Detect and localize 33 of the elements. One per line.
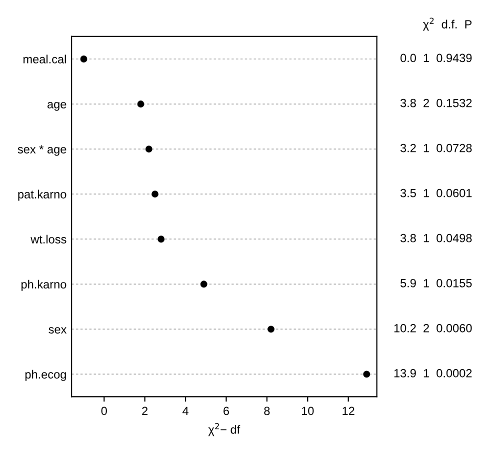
x-tick-label: 2 (142, 406, 148, 415)
text: 3.8 1 0.0498 (400, 234, 472, 242)
text: 3.2 1 0.0728 (400, 144, 472, 152)
point (363, 370, 370, 378)
x-tick-label: 6 (224, 406, 229, 416)
point (137, 100, 144, 108)
x-tick-label: 10 (302, 406, 314, 416)
point (80, 56, 88, 62)
y-tick-label: sex * age (18, 145, 66, 156)
x-tick-label: 12 (342, 406, 354, 415)
text: 10.2 2 0.0060 (394, 324, 472, 332)
y-tick-label: pat.karno (18, 190, 66, 201)
x-tick-label: 8 (264, 406, 270, 416)
text: 0.0 1 0.9439 (400, 54, 472, 62)
y-tick-label: ph.ecog (25, 370, 66, 381)
y-tick-label: wt.loss (30, 234, 66, 244)
point (145, 146, 152, 153)
point (268, 326, 274, 333)
x-axis-title: χ$^{2}$− df (208, 423, 240, 436)
text: 5.9 1 0.0155 (400, 278, 472, 288)
y-tick-label: age (47, 102, 66, 111)
text: 3.8 2 0.1532 (400, 98, 472, 108)
text: χ$^{2}$ d.f. P (423, 18, 472, 31)
text: 13.9 1 0.0002 (394, 369, 472, 378)
point (152, 190, 158, 198)
x-tick-label: 4 (182, 406, 188, 415)
y-tick-label: meal.cal (24, 54, 66, 64)
point (200, 280, 208, 288)
y-tick-label: ph.karno (22, 280, 66, 291)
x-tick-label: 0 (101, 406, 107, 416)
text: 3.5 1 0.0601 (400, 188, 472, 198)
point (158, 236, 165, 243)
y-tick-label: sex (48, 327, 67, 334)
